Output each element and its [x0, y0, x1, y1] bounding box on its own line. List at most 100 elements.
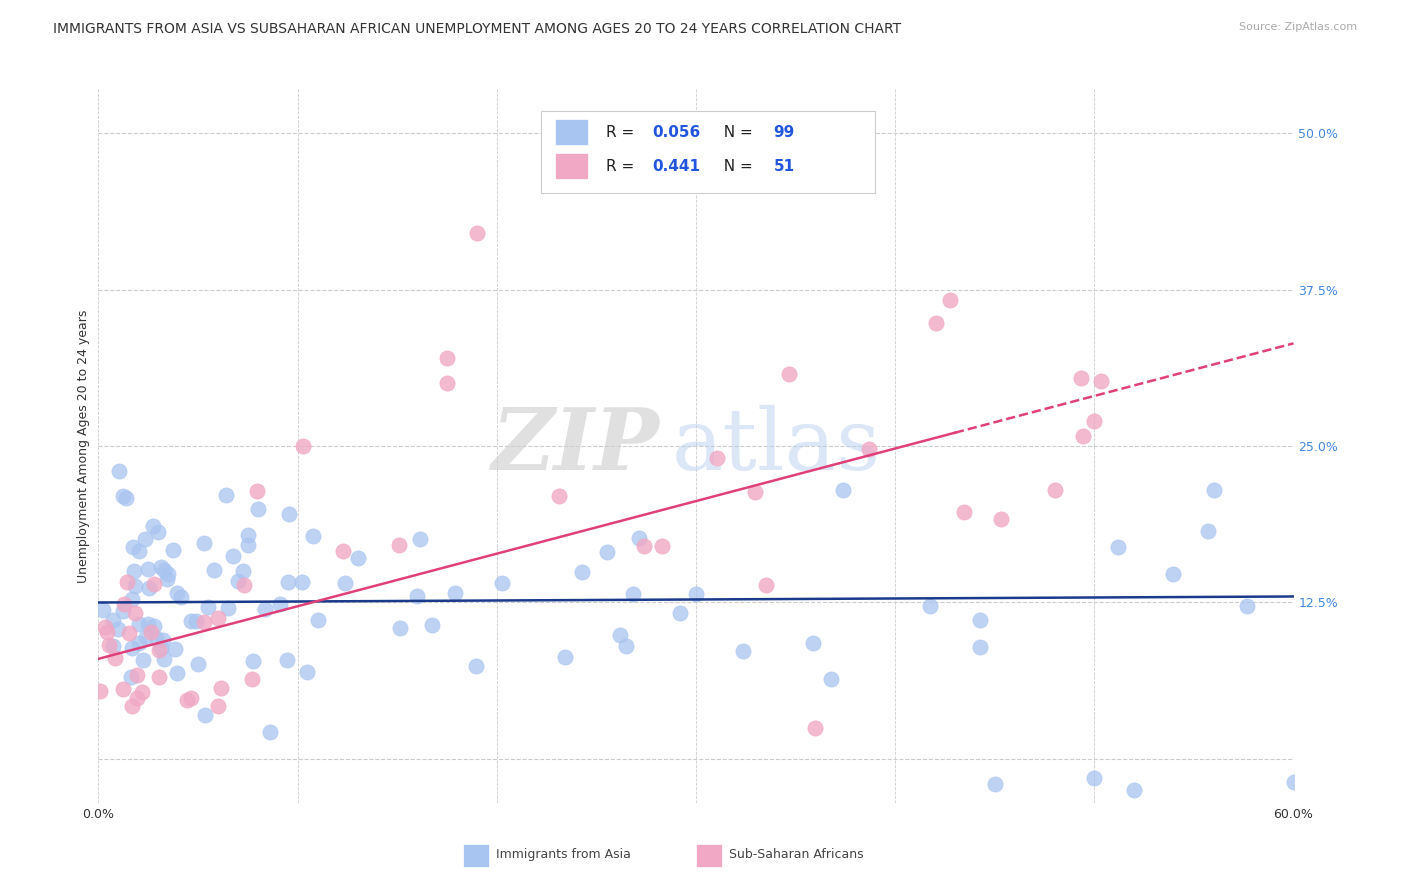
- Point: [236, 528, 259, 542]
- Point: [623, 587, 645, 601]
- Point: [918, 599, 941, 614]
- Point: [121, 640, 143, 655]
- Point: [269, 598, 291, 612]
- Text: 0.441: 0.441: [652, 159, 700, 174]
- Point: [146, 524, 169, 539]
- Point: [276, 652, 298, 666]
- Point: [651, 539, 673, 553]
- Point: [1161, 567, 1184, 582]
- Point: [238, 538, 260, 552]
- Point: [222, 549, 245, 563]
- Point: [193, 535, 215, 549]
- Point: [112, 604, 135, 618]
- Point: [98, 639, 121, 653]
- Point: [139, 625, 162, 640]
- Point: [143, 577, 166, 591]
- Point: [596, 544, 619, 558]
- Point: [984, 777, 1007, 791]
- Point: [209, 681, 232, 695]
- Point: [121, 699, 143, 714]
- Point: [184, 615, 207, 629]
- Point: [125, 690, 148, 705]
- Point: [1123, 783, 1146, 797]
- Point: [122, 564, 145, 578]
- Text: N =: N =: [714, 125, 758, 139]
- Point: [939, 293, 962, 308]
- Text: ZIP: ZIP: [492, 404, 661, 488]
- FancyBboxPatch shape: [541, 111, 876, 193]
- Point: [180, 615, 202, 629]
- Text: N =: N =: [714, 159, 758, 174]
- Point: [554, 650, 576, 665]
- Point: [94, 619, 117, 633]
- Point: [104, 651, 127, 665]
- Point: [112, 597, 135, 611]
- Point: [124, 579, 146, 593]
- Point: [1236, 599, 1258, 614]
- Point: [215, 488, 238, 502]
- Point: [127, 668, 149, 682]
- Point: [389, 621, 412, 635]
- Point: [1090, 374, 1112, 388]
- Point: [115, 575, 138, 590]
- Text: 99: 99: [773, 125, 794, 139]
- Point: [134, 532, 156, 546]
- Point: [436, 351, 458, 366]
- Point: [166, 585, 188, 599]
- Text: 0.056: 0.056: [652, 125, 700, 139]
- Point: [277, 575, 299, 590]
- Point: [1070, 370, 1092, 384]
- Point: [111, 681, 134, 696]
- Point: [232, 578, 254, 592]
- Point: [207, 611, 229, 625]
- Point: [228, 574, 250, 589]
- Point: [1107, 540, 1129, 554]
- Point: [1083, 771, 1105, 785]
- Point: [628, 532, 651, 546]
- FancyBboxPatch shape: [696, 844, 723, 867]
- Point: [246, 501, 269, 516]
- Point: [1083, 414, 1105, 428]
- Point: [138, 581, 160, 595]
- Point: [295, 665, 318, 679]
- Point: [259, 725, 281, 739]
- Point: [858, 442, 880, 456]
- Point: [91, 603, 114, 617]
- Point: [436, 376, 458, 391]
- Point: [465, 659, 488, 673]
- Text: R =: R =: [606, 159, 640, 174]
- Point: [925, 316, 948, 330]
- Point: [614, 639, 637, 653]
- Y-axis label: Unemployment Among Ages 20 to 24 years: Unemployment Among Ages 20 to 24 years: [77, 310, 90, 582]
- Point: [332, 544, 354, 558]
- Point: [1071, 429, 1094, 443]
- Point: [1043, 483, 1066, 497]
- Point: [953, 505, 976, 519]
- Point: [744, 485, 766, 500]
- Point: [406, 589, 429, 603]
- Point: [107, 623, 129, 637]
- Point: [148, 643, 170, 657]
- Point: [145, 631, 167, 645]
- Point: [804, 721, 827, 735]
- Point: [969, 613, 991, 627]
- Point: [990, 512, 1012, 526]
- Text: atlas: atlas: [672, 404, 882, 488]
- Point: [118, 626, 141, 640]
- Point: [142, 619, 165, 633]
- Point: [1197, 524, 1219, 539]
- Point: [388, 538, 411, 552]
- Point: [240, 673, 263, 687]
- Point: [150, 640, 173, 655]
- Point: [96, 624, 118, 639]
- Point: [217, 600, 239, 615]
- Point: [820, 673, 842, 687]
- Point: [128, 617, 150, 632]
- Point: [138, 562, 160, 576]
- Point: [176, 693, 198, 707]
- Point: [149, 560, 172, 574]
- Point: [1282, 774, 1305, 789]
- Point: [131, 685, 153, 699]
- Point: [335, 576, 357, 591]
- Point: [778, 367, 800, 381]
